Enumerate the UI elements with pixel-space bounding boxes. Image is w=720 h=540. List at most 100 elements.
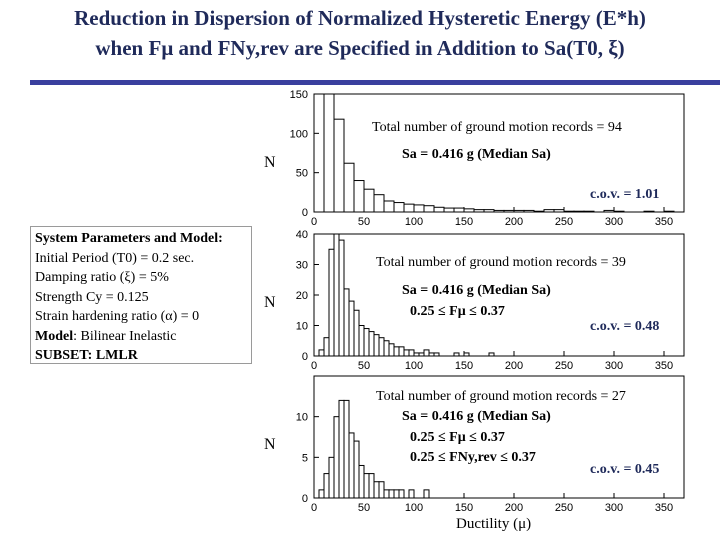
y-axis-label-panel3: N <box>264 436 276 453</box>
param-damping-ratio: Damping ratio (ξ) = 5% <box>35 270 169 285</box>
y-tick-label: 0 <box>302 207 308 219</box>
panel-1-frame <box>313 93 685 213</box>
histogram-bar <box>423 205 435 212</box>
system-parameters-heading: System Parameters and Model: <box>35 231 223 246</box>
histogram-bar <box>328 248 335 356</box>
histogram-bar <box>393 346 400 356</box>
histogram-bar <box>423 489 430 498</box>
histogram-bar <box>358 325 365 356</box>
histogram-bar <box>373 481 380 498</box>
cov-label: c.o.v. = 0.48 <box>590 319 659 334</box>
chart-title-line2: when Fμ and FNy,rev are Specified in Add… <box>95 36 625 60</box>
histogram-bar <box>403 349 410 356</box>
histogram-bar <box>353 440 360 498</box>
system-parameters-box: System Parameters and Model: Initial Per… <box>30 226 252 364</box>
y-tick-label: 0 <box>302 351 308 363</box>
x-tick-label: 250 <box>555 502 573 514</box>
x-tick-label: 150 <box>455 360 473 372</box>
x-tick-label: 50 <box>358 502 370 514</box>
panel-annotation: Sa = 0.416 g (Median Sa) <box>402 409 551 424</box>
histogram-bar <box>338 399 345 498</box>
y-axis-label-panel1: N <box>264 154 276 171</box>
histogram-bar <box>383 340 390 356</box>
histogram-bar <box>383 489 390 498</box>
title-divider <box>30 80 720 85</box>
panel-annotation: Total number of ground motion records = … <box>376 389 626 404</box>
x-tick-label: 300 <box>605 502 623 514</box>
histogram-bar <box>353 309 360 356</box>
x-tick-label: 0 <box>311 360 317 372</box>
y-tick-label: 20 <box>296 290 308 302</box>
histogram-bar <box>343 162 355 212</box>
param-strain-hardening: Strain hardening ratio (α) = 0 <box>35 309 200 324</box>
histogram-bar <box>413 204 425 212</box>
x-tick-label: 150 <box>455 502 473 514</box>
histogram-bar <box>363 328 370 356</box>
histogram-bar <box>373 194 385 212</box>
x-tick-label: 150 <box>455 216 473 228</box>
x-tick-label: 50 <box>358 216 370 228</box>
x-tick-label: 350 <box>655 502 673 514</box>
histogram-bar <box>323 337 330 356</box>
x-tick-label: 0 <box>311 216 317 228</box>
cov-label: c.o.v. = 1.01 <box>590 187 659 202</box>
histogram-bar <box>378 337 385 356</box>
histogram-bar <box>373 334 380 356</box>
histogram-bar <box>333 118 345 212</box>
model-label: Model <box>35 328 74 344</box>
x-tick-label: 200 <box>505 216 523 228</box>
x-tick-label: 0 <box>311 502 317 514</box>
histogram-bar <box>353 180 365 212</box>
y-tick-label: 100 <box>290 128 308 140</box>
histogram-bar <box>383 200 395 212</box>
histogram-bar <box>328 456 335 498</box>
x-axis-label: Ductility (μ) <box>456 516 532 532</box>
histogram-bar <box>443 207 455 212</box>
histogram-bar <box>363 473 370 498</box>
x-tick-label: 300 <box>605 216 623 228</box>
histogram-bar <box>408 489 415 498</box>
chart-title-line1: Reduction in Dispersion of Normalized Hy… <box>74 6 646 30</box>
x-tick-label: 100 <box>405 502 423 514</box>
param-model: Model: Bilinear Inelastic <box>35 327 247 347</box>
histogram-bar <box>323 473 330 498</box>
subset-label: SUBSET: LMLR <box>35 348 138 363</box>
y-tick-label: 10 <box>296 321 308 333</box>
histogram-bar <box>338 239 345 356</box>
histogram-bar <box>363 188 375 212</box>
histogram-bar <box>343 399 350 498</box>
x-tick-label: 50 <box>358 360 370 372</box>
y-tick-label: 10 <box>296 412 308 424</box>
panel-3-frame <box>313 375 685 499</box>
histogram-bar <box>393 489 400 498</box>
y-axis-label-panel2: N <box>264 294 276 311</box>
histogram-bar <box>314 94 325 212</box>
x-tick-label: 250 <box>555 216 573 228</box>
histogram-bar <box>318 349 325 356</box>
x-tick-label: 100 <box>405 360 423 372</box>
histogram-bar <box>398 346 405 356</box>
histogram-bar <box>403 203 415 212</box>
y-tick-label: 30 <box>296 260 308 272</box>
panel-annotation: 0.25 ≤ Fμ ≤ 0.37 <box>410 304 505 319</box>
x-tick-label: 100 <box>405 216 423 228</box>
panel-annotation: 0.25 ≤ Fμ ≤ 0.37 <box>410 430 505 445</box>
histogram-bar <box>348 432 355 498</box>
panel-annotation: Sa = 0.416 g (Median Sa) <box>402 283 551 298</box>
histogram-bar <box>318 489 325 498</box>
histogram-bar <box>453 207 465 212</box>
histogram-bar <box>433 352 440 356</box>
y-tick-label: 150 <box>290 89 308 101</box>
y-tick-label: 5 <box>302 452 308 464</box>
histogram-bar <box>398 489 405 498</box>
histogram-bar <box>453 352 460 356</box>
model-value: : Bilinear Inelastic <box>73 328 177 344</box>
param-strength: Strength Cy = 0.125 <box>35 289 149 305</box>
histogram-bar <box>433 206 445 212</box>
histogram-bar <box>358 464 365 498</box>
histogram-bar <box>388 489 395 498</box>
panel-annotation: Sa = 0.416 g (Median Sa) <box>402 147 551 162</box>
histogram-bar <box>488 352 495 356</box>
x-tick-label: 350 <box>655 216 673 228</box>
